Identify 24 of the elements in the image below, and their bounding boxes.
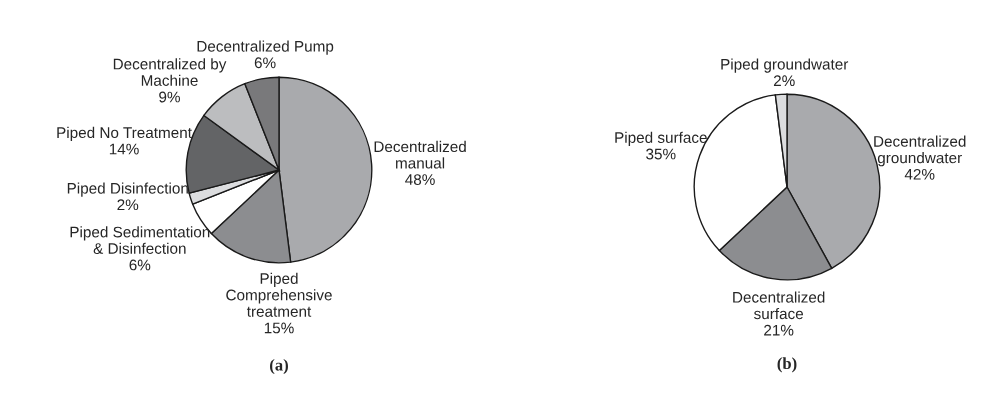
- slice-label: Decentralized manual: [374, 140, 466, 169]
- data-label: 48%: [405, 174, 435, 185]
- data-label: 42%: [904, 168, 935, 180]
- data-label: 35%: [646, 148, 676, 160]
- data-label: 6%: [254, 57, 276, 69]
- data-label: 2%: [773, 75, 795, 87]
- data-label: 15%: [264, 322, 294, 334]
- slice-label: Decentralized surface: [733, 291, 825, 320]
- text: (a): [270, 358, 288, 375]
- slice-label: Piped Disinfection: [67, 182, 188, 197]
- data-label: 14%: [109, 143, 139, 155]
- slice-label: Piped groundwater: [721, 58, 849, 73]
- data-label: 21%: [764, 324, 794, 336]
- data-label: 6%: [129, 259, 151, 271]
- slice-label: Decentralized groundwater: [874, 135, 966, 167]
- slice-label: Piped No Treatment: [57, 126, 192, 142]
- text: (b): [777, 357, 797, 373]
- slice-label: Piped Comprehensive treatment: [226, 272, 332, 317]
- slice-label: Piped Sedimentation & Disinfection: [70, 226, 210, 254]
- slice-label: Decentralized Pump: [197, 40, 334, 55]
- slice-label: Piped surface: [615, 131, 707, 146]
- data-label: 2%: [117, 199, 139, 211]
- slice-label: Decentralized by Machine: [113, 58, 227, 86]
- data-label: 9%: [159, 91, 180, 103]
